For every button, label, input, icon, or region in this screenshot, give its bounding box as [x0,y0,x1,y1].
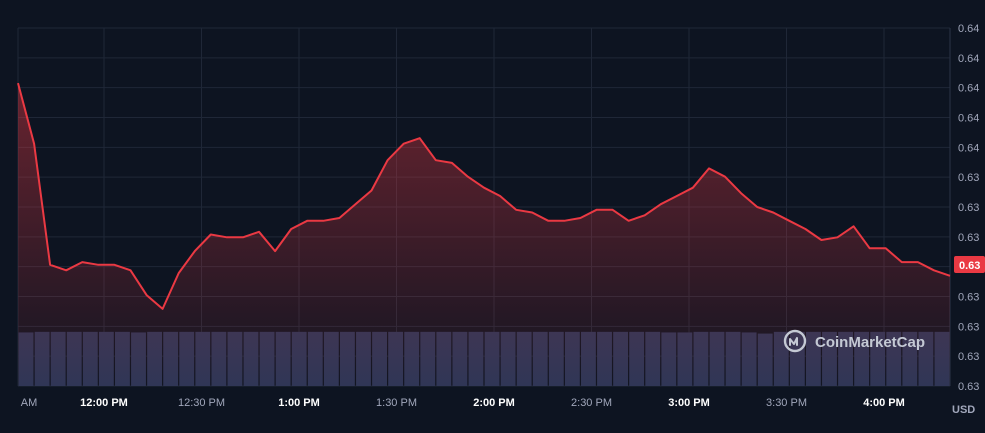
y-tick-label: 0.63 [958,351,979,363]
x-tick-label: 2:00 PM [473,397,515,409]
y-tick-label: 0.63 [958,292,979,304]
price-area [18,83,950,386]
y-tick-label: 0.64 [958,23,979,35]
x-tick-label: AM [21,397,38,409]
price-area-fill [18,83,950,386]
y-tick-label: 0.64 [958,142,979,154]
currency-label: USD [952,404,975,416]
y-tick-label: 0.63 [958,381,979,393]
x-tick-label: 1:00 PM [278,397,320,409]
x-tick-label: 4:00 PM [863,397,905,409]
x-tick-label: 12:00 PM [80,397,128,409]
y-tick-label: 0.64 [958,83,979,95]
current-price-label: 0.63 [959,260,980,272]
x-tick-label: 3:00 PM [668,397,710,409]
y-tick-label: 0.63 [958,321,979,333]
y-tick-label: 0.63 [958,202,979,214]
y-axis: 0.64 0.64 0.64 0.64 0.64 0.63 0.63 0.63 0.63 0.63… [958,23,979,393]
current-price-tag: 0.63 [954,256,985,273]
x-tick-label: 3:30 PM [766,397,807,409]
x-tick-label: 12:30 PM [178,397,225,409]
y-tick-label: 0.64 [958,53,979,65]
watermark-text: CoinMarketCap [815,334,925,351]
x-tick-label: 2:30 PM [571,397,612,409]
y-tick-label: 0.64 [958,113,979,125]
y-tick-label: 0.63 [958,232,979,244]
y-tick-label: 0.63 [958,172,979,184]
x-axis: AM 12:00 PM 12:30 PM 1:00 PM 1:30 PM 2:00 PM 2… [21,397,905,409]
x-tick-label: 1:30 PM [376,397,417,409]
